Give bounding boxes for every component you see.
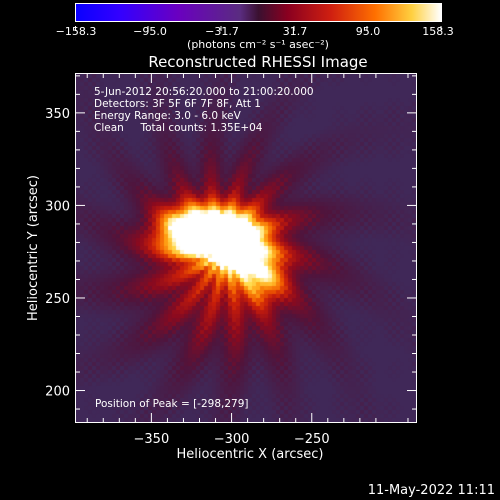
cb-tick-3: 31.7 bbox=[283, 25, 308, 38]
colorbar-labels: −158.3 −95.0 −31.7 31.7 95.0 158.3 (phot… bbox=[56, 25, 454, 51]
annotation-block: 5-Jun-2012 20:56:20.000 to 21:00:20.000 … bbox=[94, 86, 314, 134]
cb-tick-1: −95.0 bbox=[133, 25, 167, 38]
x-tick-label: −250 bbox=[294, 432, 330, 447]
colorbar bbox=[75, 3, 442, 22]
x-tick-label: −300 bbox=[214, 432, 250, 447]
title-svg: Reconstructed RHESSI Image bbox=[148, 53, 367, 71]
annotation-detectors: Detectors: 3F 5F 6F 7F 8F, Att 1 bbox=[94, 98, 261, 110]
cb-tick-5: 158.3 bbox=[422, 25, 454, 38]
cb-tick-4: 95.0 bbox=[356, 25, 381, 38]
colorbar-unit-label: (photons cm⁻² s⁻¹ asec⁻²) bbox=[187, 38, 329, 51]
annotation-clean: Clean Total counts: 1.35E+04 bbox=[94, 122, 263, 134]
heatmap-image bbox=[76, 74, 416, 422]
annotation-energy: Energy Range: 3.0 - 6.0 keV bbox=[94, 110, 241, 122]
plot-area bbox=[75, 73, 417, 423]
cb-tick-2: −31.7 bbox=[205, 25, 239, 38]
x-tick-label: −350 bbox=[134, 432, 170, 447]
cb-tick-0: −158.3 bbox=[56, 25, 97, 38]
y-tick-label: 350 bbox=[45, 107, 70, 122]
chart-title: Reconstructed RHESSI Image bbox=[148, 53, 367, 71]
colorbar-tick-marks bbox=[75, 17, 442, 31]
y-axis-label: Heliocentric Y (arcsec) bbox=[26, 175, 41, 321]
y-tick-label: 250 bbox=[45, 292, 70, 307]
x-axis-label: Heliocentric X (arcsec) bbox=[177, 447, 324, 462]
annotation-peak: Position of Peak = [-298,279] bbox=[95, 398, 249, 410]
y-tick-label: 300 bbox=[45, 199, 70, 214]
timestamp-svg: 11-May-2022 11:11 bbox=[368, 483, 495, 498]
annotation-time-range: 5-Jun-2012 20:56:20.000 to 21:00:20.000 bbox=[94, 86, 314, 98]
y-tick-label: 200 bbox=[45, 385, 70, 400]
colorbar-tick-svg bbox=[75, 26, 442, 31]
timestamp: 11-May-2022 11:11 bbox=[368, 483, 495, 498]
